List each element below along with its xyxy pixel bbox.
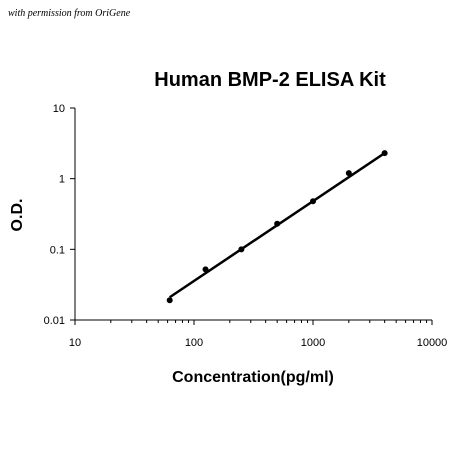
tick-marks	[70, 107, 433, 325]
x-axis-title: Concentration(pg/ml)	[172, 369, 334, 386]
data-point	[345, 170, 352, 177]
x-tick-label: 1000	[301, 337, 325, 349]
data-point	[274, 220, 281, 227]
data-point	[381, 150, 388, 157]
x-tick-label: 10000	[417, 337, 448, 349]
x-tick-label: 100	[185, 337, 203, 349]
y-tick-label: 1	[59, 174, 65, 186]
data-point	[202, 266, 209, 273]
y-tick-label: 0.1	[50, 244, 65, 256]
axes	[74, 108, 432, 321]
y-axis-title: O.D.	[9, 199, 26, 232]
y-tick-label: 0.01	[44, 315, 65, 327]
tick-labels: 10 100 1000 10000 0.01 0.1 1 10	[44, 103, 448, 349]
x-tick-label: 10	[69, 337, 81, 349]
data-points	[166, 150, 388, 304]
data-point	[238, 246, 245, 253]
chart-title: Human BMP-2 ELISA Kit	[154, 69, 386, 91]
data-point	[310, 198, 316, 205]
watermark-text: with permission from OriGene	[8, 8, 131, 19]
y-tick-label: 10	[53, 103, 65, 115]
data-point	[166, 297, 173, 304]
